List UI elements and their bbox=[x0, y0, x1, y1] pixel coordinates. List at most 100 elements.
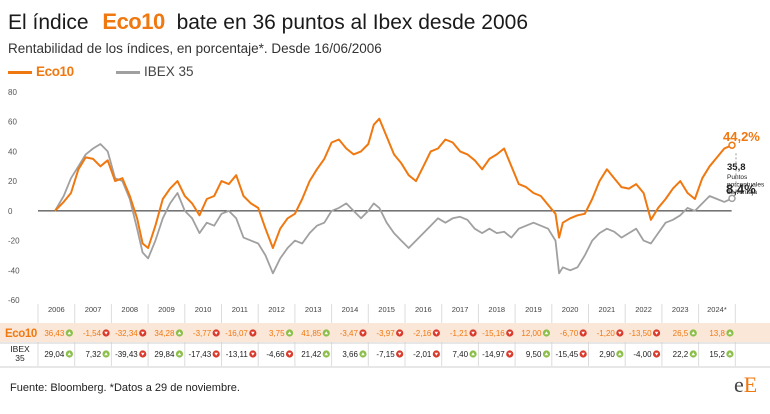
arrow-down-glyph bbox=[434, 331, 439, 335]
table-cell-ibex: -7,15 bbox=[376, 350, 395, 359]
title-brand-eco10: Eco10 bbox=[102, 9, 165, 34]
arrow-up-glyph bbox=[691, 352, 696, 356]
advantage-note-line: porcentuales bbox=[727, 182, 765, 189]
arrow-up-glyph bbox=[104, 352, 108, 356]
table-cell-ibex: -17,43 bbox=[188, 350, 211, 359]
y-tick-label: -60 bbox=[8, 296, 20, 305]
arrow-up-glyph bbox=[728, 331, 732, 335]
table-row-label-ibex: IBEX bbox=[10, 344, 30, 354]
table-cell-eco10: -1,21 bbox=[450, 329, 469, 338]
series-line-ibex bbox=[54, 143, 733, 275]
table-cell-eco10: -3,97 bbox=[376, 329, 395, 338]
arrow-up-glyph bbox=[691, 331, 696, 335]
table-cell-eco10: 13,8 bbox=[709, 329, 725, 338]
table-cell-ibex: 29,84 bbox=[154, 350, 175, 359]
table-cell-eco10: -6,70 bbox=[560, 329, 579, 338]
arrow-down-glyph bbox=[251, 331, 255, 335]
arrow-down-glyph bbox=[104, 331, 108, 335]
arrow-up-glyph bbox=[361, 352, 365, 356]
table-cell-eco10: -3,47 bbox=[340, 329, 359, 338]
table-cell-ibex: 22,2 bbox=[673, 350, 689, 359]
ibex-final-value: 8,4% bbox=[726, 181, 756, 196]
advantage-note-line: Puntos bbox=[727, 174, 748, 181]
table-cell-ibex: -15,45 bbox=[555, 350, 578, 359]
arrow-down-glyph bbox=[397, 352, 402, 356]
table-cell-eco10: -15,16 bbox=[482, 329, 505, 338]
x-tick-label: 2015 bbox=[378, 305, 395, 314]
x-tick-label: 2019 bbox=[525, 305, 542, 314]
legend-label-ibex: IBEX 35 bbox=[144, 64, 194, 79]
table-row-eco10-bg bbox=[0, 323, 770, 342]
x-tick-label: 2020 bbox=[562, 305, 579, 314]
arrow-down-glyph bbox=[581, 331, 585, 335]
publisher-logo: eE bbox=[734, 372, 758, 397]
table-cell-ibex: 15,2 bbox=[709, 350, 725, 359]
x-tick-label: 2006 bbox=[48, 305, 65, 314]
arrow-down-glyph bbox=[581, 352, 585, 356]
y-tick-label: -20 bbox=[8, 237, 20, 246]
x-tick-label: 2010 bbox=[195, 305, 212, 314]
table-cell-eco10: -1,54 bbox=[83, 329, 102, 338]
legend-swatch-ibex bbox=[116, 70, 140, 74]
eco10-final-value: 44,2% bbox=[723, 129, 760, 144]
x-tick-label: 2022 bbox=[635, 305, 652, 314]
series-line-eco10 bbox=[54, 117, 733, 249]
title-suffix: bate en 36 puntos al Ibex desde 2006 bbox=[176, 11, 529, 34]
source-note: Fuente: Bloomberg. *Datos a 29 de noviem… bbox=[10, 382, 240, 394]
x-tick-label: 2009 bbox=[158, 305, 175, 314]
table-cell-eco10: -16,07 bbox=[225, 329, 248, 338]
arrow-down-glyph bbox=[618, 331, 622, 335]
table-row-label-ibex: 35 bbox=[15, 353, 25, 363]
table-cell-eco10: -2,16 bbox=[413, 329, 432, 338]
arrow-up-glyph bbox=[618, 352, 622, 356]
legend-swatch-eco10 bbox=[8, 70, 32, 74]
x-tick-label: 2023 bbox=[672, 305, 689, 314]
arrow-up-glyph bbox=[324, 331, 329, 335]
table-cell-ibex: -14,97 bbox=[482, 350, 505, 359]
x-tick-label: 2014 bbox=[342, 305, 359, 314]
arrow-up-glyph bbox=[287, 331, 292, 335]
y-tick-label: 60 bbox=[8, 118, 17, 127]
legend-item-ibex: IBEX 35 bbox=[116, 64, 194, 79]
table-cell-ibex: 9,50 bbox=[526, 350, 542, 359]
table-cell-ibex: 29,04 bbox=[44, 350, 65, 359]
table-cell-ibex: -4,00 bbox=[633, 350, 652, 359]
arrow-down-glyph bbox=[214, 352, 218, 356]
table-cell-eco10: -32,34 bbox=[115, 329, 138, 338]
arrow-up-glyph bbox=[324, 352, 329, 356]
table-cell-eco10: 26,5 bbox=[673, 329, 689, 338]
table-cell-eco10: 3,75 bbox=[269, 329, 285, 338]
x-tick-label: 2016 bbox=[415, 305, 432, 314]
table-cell-eco10: -13,50 bbox=[629, 329, 652, 338]
legend-label-eco10: Eco10 bbox=[36, 64, 74, 79]
arrow-down-glyph bbox=[214, 331, 218, 335]
table-cell-ibex: 7,32 bbox=[85, 350, 101, 359]
table-cell-ibex: 2,90 bbox=[599, 350, 615, 359]
table-cell-eco10: 34,28 bbox=[154, 329, 175, 338]
x-tick-label: 2008 bbox=[121, 305, 138, 314]
table-row-label-eco10: Eco10 bbox=[5, 328, 37, 340]
x-tick-label: 2024* bbox=[707, 305, 727, 314]
arrow-down-glyph bbox=[507, 352, 512, 356]
table-cell-ibex: 3,66 bbox=[342, 350, 358, 359]
arrow-up-glyph bbox=[67, 331, 72, 335]
x-tick-label: 2011 bbox=[232, 305, 248, 314]
x-tick-label: 2007 bbox=[85, 305, 102, 314]
arrow-up-glyph bbox=[728, 352, 732, 356]
end-marker-ibex bbox=[728, 194, 736, 203]
table-cell-ibex: -39,43 bbox=[115, 350, 138, 359]
x-tick-label: 2017 bbox=[452, 305, 469, 314]
advantage-value: 35,8 bbox=[727, 162, 746, 173]
arrow-up-glyph bbox=[177, 331, 182, 335]
legend-item-eco10: Eco10 bbox=[8, 64, 74, 79]
y-tick-label: 40 bbox=[8, 147, 17, 156]
x-tick-label: 2021 bbox=[599, 305, 616, 314]
arrow-down-glyph bbox=[140, 352, 145, 356]
y-tick-label: -40 bbox=[8, 266, 20, 275]
arrow-up-glyph bbox=[544, 352, 549, 356]
arrow-up-glyph bbox=[471, 352, 475, 356]
x-tick-label: 2018 bbox=[488, 305, 505, 314]
arrow-down-glyph bbox=[434, 352, 439, 356]
arrow-up-glyph bbox=[177, 352, 182, 356]
